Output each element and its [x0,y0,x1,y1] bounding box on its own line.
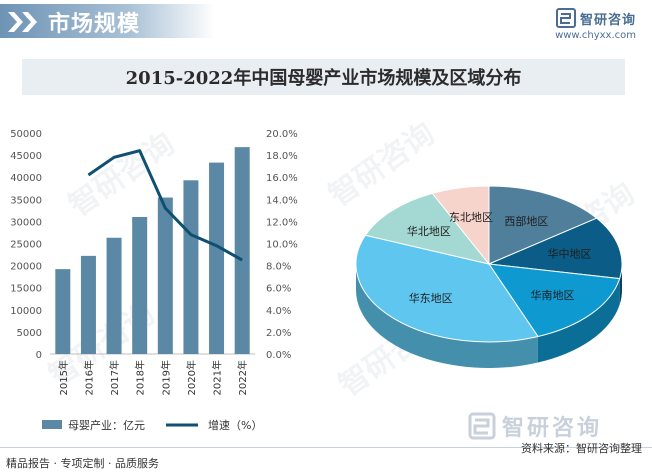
y-right-tick-label: 8.0% [266,262,291,273]
footer-slogan: 精品报告 · 专项定制 · 品质服务 [6,457,159,470]
y-left-tick-label: 25000 [10,240,42,251]
footer-brand: 智研咨询 [468,410,602,442]
header: 市场规模 智研咨询 www.chyxx.com [0,0,652,44]
bar [183,180,199,354]
y-right-tick-label: 2.0% [266,328,291,339]
pie-slice [364,192,491,265]
x-tick-label: 2015年 [57,360,70,395]
pie-slice-label: 华中地区 [547,246,591,260]
pie-slice-label: 华南地区 [531,288,575,302]
y-right-tick-label: 6.0% [266,284,291,295]
chart-title: 2015-2022年中国母婴产业市场规模及区域分布 [125,68,522,89]
legend-label-bars: 母婴产业：亿元 [68,418,145,432]
section-title: 市场规模 [48,12,141,37]
pie-slice [488,185,598,265]
y-right-tick-label: 18.0% [266,151,298,162]
pie-slice-label: 华北地区 [407,224,451,238]
y-left-tick-label: 20000 [10,262,42,273]
x-tick-label: 2022年 [236,360,249,395]
legend-label-line: 增速（%） [208,418,262,432]
bar [55,269,71,354]
y-left-tick-label: 15000 [10,284,42,295]
y-right-tick-label: 16.0% [266,173,298,184]
pie-slice-side [537,278,620,363]
y-right-tick-label: 4.0% [266,306,291,317]
chart-title-box: 2015-2022年中国母婴产业市场规模及区域分布 [22,59,625,95]
bar [80,255,96,354]
pie-slice [431,185,490,266]
y-left-tick-label: 0 [36,350,42,361]
y-right-tick-label: 10.0% [266,240,298,251]
data-source: 资料来源：智研咨询整理 [521,442,642,455]
y-left-tick-label: 35000 [10,195,42,206]
x-tick-label: 2016年 [82,360,95,395]
y-left-tick-label: 30000 [10,217,42,228]
bar [106,237,122,354]
x-tick-label: 2020年 [185,360,198,395]
pie-slice-label: 东北地区 [449,211,493,224]
pie-slice-side [619,264,622,305]
bar [209,162,225,354]
brand-name: 智研咨询 [579,12,636,28]
footer-divider [0,447,652,448]
pie-slice [487,217,623,280]
bar [132,216,148,354]
y-left-tick-label: 10000 [10,306,42,317]
brand-logo-icon [468,412,496,440]
pie-slice [355,234,539,343]
pie-slice-label: 西部地区 [504,214,548,228]
y-left-tick-label: 45000 [10,151,42,162]
y-right-tick-label: 20.0% [266,129,298,140]
legend-swatch-bars [42,420,62,429]
y-left-tick-label: 5000 [17,328,42,339]
chevrons-icon [8,12,37,32]
x-tick-label: 2021年 [211,360,224,395]
x-tick-label: 2017年 [108,360,121,395]
brand-logo-icon [555,8,576,28]
y-right-tick-label: 0.0% [266,350,291,361]
y-left-tick-label: 40000 [10,173,42,184]
brand-url: www.chyxx.com [555,30,636,41]
footer-brand-name: 智研咨询 [502,416,603,441]
pie-slice-label: 华东地区 [409,291,453,305]
x-tick-label: 2019年 [159,360,172,395]
growth-line [87,149,243,262]
y-left-tick-label: 50000 [10,129,42,140]
bar [234,147,250,354]
bar [157,197,173,354]
pie-slice [487,263,621,338]
x-tick-label: 2018年 [134,360,147,395]
y-right-tick-label: 12.0% [266,217,298,228]
brand: 智研咨询 www.chyxx.com [555,8,636,41]
y-right-tick-label: 14.0% [266,195,298,206]
